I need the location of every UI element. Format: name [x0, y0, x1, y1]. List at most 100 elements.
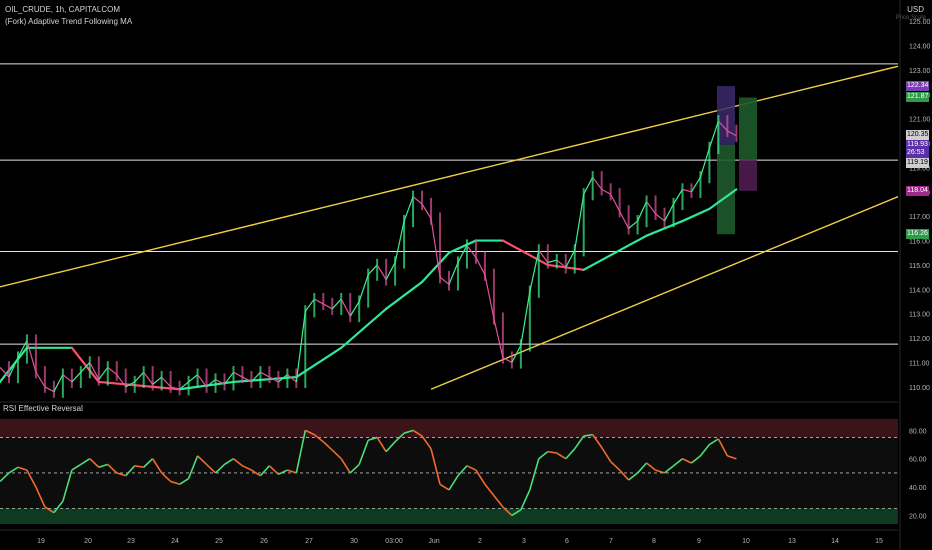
price-line-segment	[197, 374, 208, 388]
rsi-axis-tick: 20.00	[909, 513, 927, 520]
time-axis-label: 25	[215, 538, 223, 545]
adaptive-ma-segment	[645, 219, 684, 237]
rsi-line-segment	[457, 465, 468, 477]
time-axis-label: 19	[37, 538, 45, 545]
time-axis-label: 9	[697, 538, 701, 545]
rsi-line-segment	[619, 469, 630, 481]
price-line-segment	[125, 381, 135, 388]
price-line-segment	[663, 203, 675, 222]
rsi-line-segment	[466, 465, 477, 471]
price-line-segment	[215, 378, 225, 385]
rsi-line-segment	[493, 495, 504, 508]
time-axis-label: 30	[350, 538, 358, 545]
time-axis-label: 7	[609, 538, 613, 545]
rsi-axis-tick: 40.00	[909, 485, 927, 492]
price-line-segment	[89, 362, 100, 380]
price-line-segment	[269, 376, 279, 383]
rsi-line-segment	[313, 433, 324, 443]
price-line-segment	[538, 249, 549, 263]
rsi-line-segment	[232, 458, 243, 467]
price-line-segment	[179, 381, 189, 390]
price-line-segment	[672, 189, 683, 205]
adaptive-ma-segment	[681, 207, 711, 223]
price-line-segment	[655, 213, 665, 222]
rsi-oversold-zone	[0, 508, 898, 524]
price-line-segment	[8, 357, 19, 378]
channel-lower-line[interactable]	[430, 196, 899, 390]
price-line-segment	[412, 196, 423, 205]
price-tag: 116.26	[906, 229, 929, 240]
price-axis-tick: 115.00	[909, 263, 930, 270]
rsi-line-segment	[673, 458, 683, 467]
rsi-line-segment	[574, 435, 585, 450]
price-line-segment	[601, 188, 611, 195]
rsi-line-segment	[0, 472, 10, 483]
price-axis-tick: 113.00	[909, 312, 930, 319]
price-line-segment	[242, 376, 252, 383]
time-axis-label: 10	[742, 538, 750, 545]
time-axis-label: 24	[171, 538, 179, 545]
rsi-line-segment	[664, 465, 674, 474]
rsi-line-segment	[448, 475, 459, 491]
rsi-line-segment	[717, 438, 729, 457]
price-line-segment	[403, 196, 414, 222]
price-line-segment	[727, 130, 737, 137]
rsi-line-segment	[394, 432, 405, 443]
rsi-line-segment	[214, 463, 226, 474]
rsi-line-segment	[690, 455, 701, 464]
rsi-line-segment	[592, 434, 603, 448]
short-target-zone[interactable]	[717, 86, 735, 145]
rsi-line-segment	[134, 465, 144, 469]
rsi-line-segment	[107, 463, 118, 474]
price-tag: 26:53	[906, 147, 929, 158]
price-line-segment	[484, 274, 495, 319]
rsi-line-segment	[475, 469, 486, 485]
long-stop-zone[interactable]	[739, 160, 757, 191]
rsi-line-segment	[529, 458, 540, 491]
rsi-line-segment	[547, 450, 557, 454]
price-axis-tick: 116.00	[909, 239, 930, 246]
rsi-line-segment	[197, 455, 208, 465]
rsi-panel-title: RSI Effective Reversal	[3, 404, 83, 413]
price-line-segment	[475, 257, 486, 275]
rsi-line-segment	[376, 437, 387, 453]
adaptive-ma-segment	[501, 239, 522, 252]
price-line-segment	[26, 340, 37, 373]
price-line-segment	[439, 276, 450, 285]
price-line-segment	[628, 220, 638, 229]
adaptive-ma-segment	[97, 380, 181, 391]
price-line-segment	[574, 194, 585, 251]
price-axis-tick: 117.00	[909, 214, 930, 221]
currency-label[interactable]: USD	[907, 5, 924, 14]
price-line-segment	[502, 357, 513, 363]
long-target-zone-2[interactable]	[739, 97, 757, 161]
adaptive-ma-segment	[420, 251, 451, 284]
rsi-line-segment	[349, 463, 360, 474]
price-line-segment	[565, 250, 576, 268]
price-line-segment	[637, 201, 648, 222]
price-line-segment	[493, 318, 504, 358]
price-line-segment	[278, 374, 288, 383]
time-axis-label: Jun	[428, 538, 439, 545]
price-line-segment	[358, 274, 369, 302]
rsi-line-segment	[699, 444, 711, 457]
price-tag: 120.35	[906, 129, 929, 140]
adaptive-ma-segment	[582, 254, 612, 271]
rsi-line-segment	[511, 509, 522, 517]
price-line-segment	[708, 120, 719, 149]
long-target-zone[interactable]	[717, 144, 735, 235]
time-axis-label: 2	[478, 538, 482, 545]
rsi-line-segment	[287, 469, 297, 474]
price-axis-tick: 110.00	[909, 385, 930, 392]
price-line-segment	[331, 298, 342, 310]
price-line-segment	[619, 211, 630, 229]
price-axis-tick: 114.00	[909, 287, 930, 294]
rsi-line-segment	[367, 436, 378, 442]
time-axis-label: 6	[565, 538, 569, 545]
rsi-line-segment	[628, 472, 639, 481]
price-line-segment	[421, 203, 432, 219]
rsi-line-segment	[170, 480, 180, 486]
rsi-line-segment	[331, 449, 342, 460]
price-line-segment	[62, 374, 73, 383]
